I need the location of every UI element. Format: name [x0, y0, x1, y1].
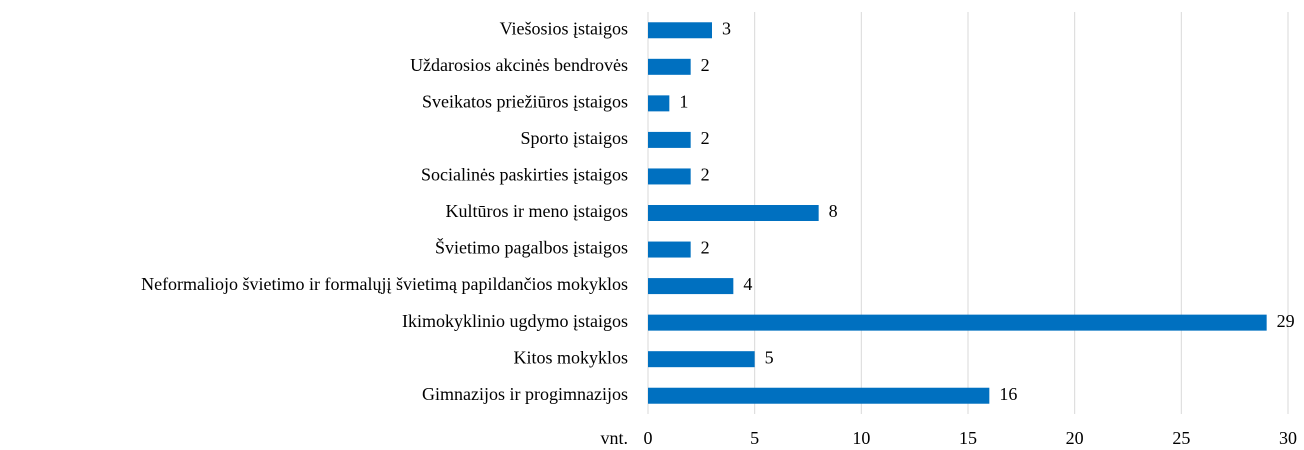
x-axis-label: vnt. — [600, 428, 628, 448]
x-tick-label: 5 — [750, 428, 759, 448]
data-label: 2 — [701, 128, 710, 148]
bar — [648, 241, 691, 258]
data-label: 1 — [679, 91, 688, 111]
bar — [648, 314, 1267, 331]
x-tick-label: 25 — [1172, 428, 1190, 448]
y-tick-label: Kultūros ir meno įstaigos — [446, 201, 629, 221]
bar — [648, 58, 691, 75]
y-tick-label: Kitos mokyklos — [513, 347, 628, 367]
data-label: 5 — [765, 347, 774, 367]
y-tick-label: Sporto įstaigos — [520, 128, 628, 148]
x-tick-label: 20 — [1066, 428, 1084, 448]
data-label: 2 — [701, 165, 710, 185]
bar — [648, 278, 734, 295]
bar — [648, 95, 670, 112]
x-tick-label: 0 — [644, 428, 653, 448]
y-tick-label: Švietimo pagalbos įstaigos — [435, 237, 628, 258]
y-tick-label: Socialinės paskirties įstaigos — [421, 165, 628, 185]
y-tick-label: Viešosios įstaigos — [500, 18, 628, 38]
data-label: 16 — [999, 384, 1017, 404]
bar — [648, 22, 712, 39]
data-label: 4 — [743, 274, 752, 294]
x-tick-label: 15 — [959, 428, 977, 448]
bar — [648, 387, 990, 404]
bar — [648, 205, 819, 221]
bar — [648, 131, 691, 148]
x-tick-label: 10 — [852, 428, 870, 448]
bar — [648, 168, 691, 185]
bar — [648, 351, 755, 368]
data-label: 8 — [829, 201, 838, 221]
data-label: 2 — [701, 238, 710, 258]
y-tick-label: Uždarosios akcinės bendrovės — [410, 55, 628, 75]
data-label: 3 — [722, 18, 731, 38]
y-tick-label: Ikimokyklinio ugdymo įstaigos — [402, 311, 628, 331]
data-label: 2 — [701, 55, 710, 75]
y-tick-label: Sveikatos priežiūros įstaigos — [422, 91, 628, 111]
x-tick-label: 30 — [1279, 428, 1297, 448]
y-tick-label: Gimnazijos ir progimnazijos — [422, 384, 628, 404]
y-tick-label: Neformaliojo švietimo ir formalųjį šviet… — [141, 274, 628, 294]
data-label: 29 — [1277, 311, 1295, 331]
